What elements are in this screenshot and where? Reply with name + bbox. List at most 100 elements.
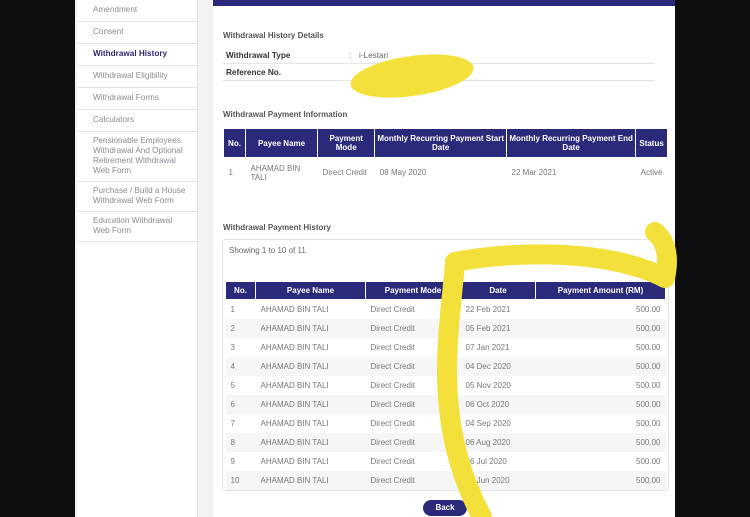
table-cell: 05 Feb 2021 xyxy=(460,318,536,338)
table-cell: Direct Credit xyxy=(365,432,461,452)
table-cell: AHAMAD BIN TALI xyxy=(260,456,329,466)
table-cell: 1 xyxy=(223,157,246,188)
sidebar-item[interactable]: Education Withdrawal Web Form xyxy=(77,212,197,242)
table-cell: Direct Credit xyxy=(365,356,461,376)
table-row: 7 AHAMAD BIN TALI Direct Credit 04 Sep 2020… xyxy=(226,414,666,433)
table-cell: Direct Credit xyxy=(370,342,415,352)
table-cell: 1 xyxy=(230,304,235,314)
table-cell: 500.00 xyxy=(636,456,661,466)
table-cell: 500.00 xyxy=(535,356,666,376)
sidebar-item[interactable]: Calculators xyxy=(77,110,197,132)
sidebar-item[interactable]: Amendment xyxy=(77,0,197,22)
history-title: Withdrawal Payment History xyxy=(223,223,331,232)
table-cell: 500.00 xyxy=(636,342,661,352)
top-bar xyxy=(213,0,675,6)
table-cell: 500.00 xyxy=(535,318,666,338)
sidebar-item[interactable]: Pensionable Employees Withdrawal And Opt… xyxy=(77,132,197,182)
table-cell: Direct Credit xyxy=(370,380,415,390)
table-row: 9 AHAMAD BIN TALI Direct Credit 06 Jul 2020… xyxy=(226,452,666,471)
column-header: Monthly Recurring Payment Start Date xyxy=(374,128,508,158)
column-header: No. xyxy=(223,128,246,158)
table-cell: 500.00 xyxy=(636,380,661,390)
table-cell: 10 xyxy=(225,470,256,490)
column-header: No. xyxy=(225,281,256,300)
sidebar-item[interactable]: Consent xyxy=(77,22,197,44)
table-cell: 22 Feb 2021 xyxy=(465,304,511,314)
table-cell: 500.00 xyxy=(535,394,666,414)
table-cell: AHAMAD BIN TALI xyxy=(260,418,329,428)
table-cell: 08 May 2020 xyxy=(374,157,507,188)
table-row: 1 AHAMAD BIN TALI Direct Credit 08 May 2020… xyxy=(223,157,668,188)
table-cell: 04 Jun 2020 xyxy=(460,470,536,490)
table-cell: Direct Credit xyxy=(365,470,461,490)
table-row: 1 AHAMAD BIN TALI Direct Credit 22 Feb 2021… xyxy=(226,300,666,319)
column-header: Payee Name xyxy=(255,281,366,300)
payment-info-title: Withdrawal Payment Information xyxy=(223,110,348,119)
sidebar-item[interactable]: Withdrawal Eligibility xyxy=(77,66,197,88)
reference-label: Reference No. xyxy=(226,67,282,77)
table-row: 2 AHAMAD BIN TALI Direct Credit 05 Feb 2021… xyxy=(225,318,666,338)
table-cell: 05 Nov 2020 xyxy=(465,380,511,390)
sidebar-item[interactable]: Withdrawal Forms xyxy=(77,88,197,110)
column-header: Date xyxy=(460,281,536,300)
withdrawal-type-row: Withdrawal Type : i-Lestari xyxy=(223,47,655,64)
table-cell: Direct Credit xyxy=(365,318,461,338)
column-header: Payment Amount (RM) xyxy=(535,281,666,300)
table-cell: Direct Credit xyxy=(370,304,415,314)
table-cell: 06 Jul 2020 xyxy=(465,456,507,466)
table-cell: 500.00 xyxy=(636,418,661,428)
table-cell: 5 xyxy=(230,380,235,390)
back-button[interactable]: Back xyxy=(423,500,467,516)
table-cell: Direct Credit xyxy=(317,157,375,188)
table-cell: AHAMAD BIN TALI xyxy=(245,157,318,188)
history-table: No. Payee Name Payment Mode Date Payment Amo… xyxy=(225,281,666,490)
table-cell: 22 Mar 2021 xyxy=(506,157,636,188)
bezel-left xyxy=(0,0,75,517)
table-cell: Direct Credit xyxy=(365,394,461,414)
table-cell: 3 xyxy=(230,342,235,352)
table-row: 3 AHAMAD BIN TALI Direct Credit 07 Jan 2021… xyxy=(226,338,666,357)
payment-info-table: No. Payee Name Payment Mode Monthly Recurri… xyxy=(223,128,668,188)
table-cell: AHAMAD BIN TALI xyxy=(255,356,366,376)
table-cell: 06 Aug 2020 xyxy=(460,432,536,452)
sidebar-item[interactable]: Purchase / Build a House Withdrawal Web … xyxy=(77,182,197,212)
table-cell: 04 Sep 2020 xyxy=(465,418,511,428)
table-cell: 04 Dec 2020 xyxy=(460,356,536,376)
table-cell: AHAMAD BIN TALI xyxy=(260,342,329,352)
table-row: 4 AHAMAD BIN TALI Direct Credit 04 Dec 2020… xyxy=(225,356,666,376)
table-cell: 7 xyxy=(230,418,235,428)
column-header: Payee Name xyxy=(244,128,319,158)
table-cell: 6 xyxy=(225,394,256,414)
table-cell: 2 xyxy=(225,318,256,338)
table-row: 5 AHAMAD BIN TALI Direct Credit 05 Nov 2020… xyxy=(226,376,666,395)
sidebar-item[interactable]: Withdrawal History xyxy=(77,44,197,66)
table-cell: 9 xyxy=(230,456,235,466)
table-cell: AHAMAD BIN TALI xyxy=(260,304,329,314)
table-row: 6 AHAMAD BIN TALI Direct Credit 06 Oct 2020… xyxy=(225,394,666,414)
table-cell: AHAMAD BIN TALI xyxy=(260,380,329,390)
table-cell: Direct Credit xyxy=(370,418,415,428)
table-cell: Active xyxy=(635,157,668,188)
main-panel: Withdrawal History Details Withdrawal Ty… xyxy=(213,0,675,517)
table-cell: 500.00 xyxy=(535,470,666,490)
withdrawal-type-label: Withdrawal Type xyxy=(226,50,291,60)
withdrawal-type-value: i-Lestari xyxy=(359,50,389,60)
details-title: Withdrawal History Details xyxy=(223,31,324,40)
table-row: 10 AHAMAD BIN TALI Direct Credit 04 Jun 202… xyxy=(225,470,666,490)
table-cell: 500.00 xyxy=(636,304,661,314)
table-cell: 07 Jan 2021 xyxy=(465,342,510,352)
column-header: Payment Mode xyxy=(317,128,376,158)
bezel-right xyxy=(675,0,750,517)
history-panel: Showing 1 to 10 of 11 No. Payee Name Payme… xyxy=(222,239,669,491)
table-row: 8 AHAMAD BIN TALI Direct Credit 06 Aug 2020… xyxy=(225,432,666,452)
sidebar: Amendment Consent Withdrawal History Withdr… xyxy=(77,0,198,517)
showing-count: Showing 1 to 10 of 11 xyxy=(229,246,306,255)
colon: : xyxy=(349,50,352,60)
table-cell: 06 Oct 2020 xyxy=(460,394,536,414)
table-cell: AHAMAD BIN TALI xyxy=(255,470,366,490)
reference-row: Reference No. xyxy=(223,64,655,81)
screen: Amendment Consent Withdrawal History Withdr… xyxy=(75,0,675,517)
table-cell: 4 xyxy=(225,356,256,376)
table-cell: AHAMAD BIN TALI xyxy=(255,318,366,338)
table-cell: AHAMAD BIN TALI xyxy=(255,394,366,414)
